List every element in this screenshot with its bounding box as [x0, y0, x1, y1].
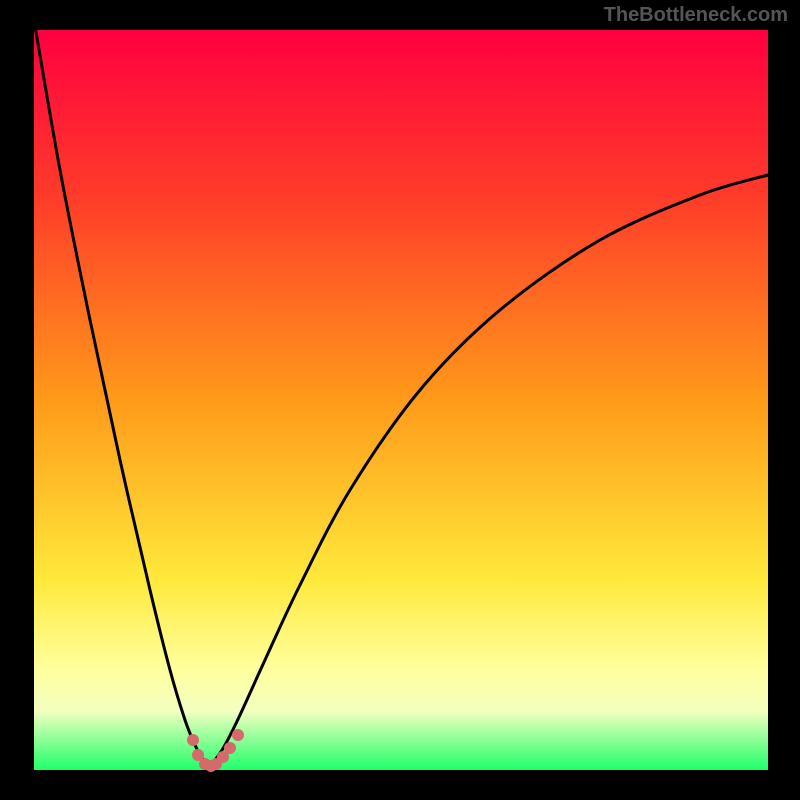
watermark-text: TheBottleneck.com [604, 4, 788, 27]
marker-point [232, 729, 244, 741]
chart-svg [34, 30, 768, 770]
marker-point [187, 734, 199, 746]
plot-area [34, 30, 768, 770]
marker-point [224, 742, 236, 754]
bottleneck-curve [34, 20, 768, 765]
marker-group [187, 729, 244, 772]
